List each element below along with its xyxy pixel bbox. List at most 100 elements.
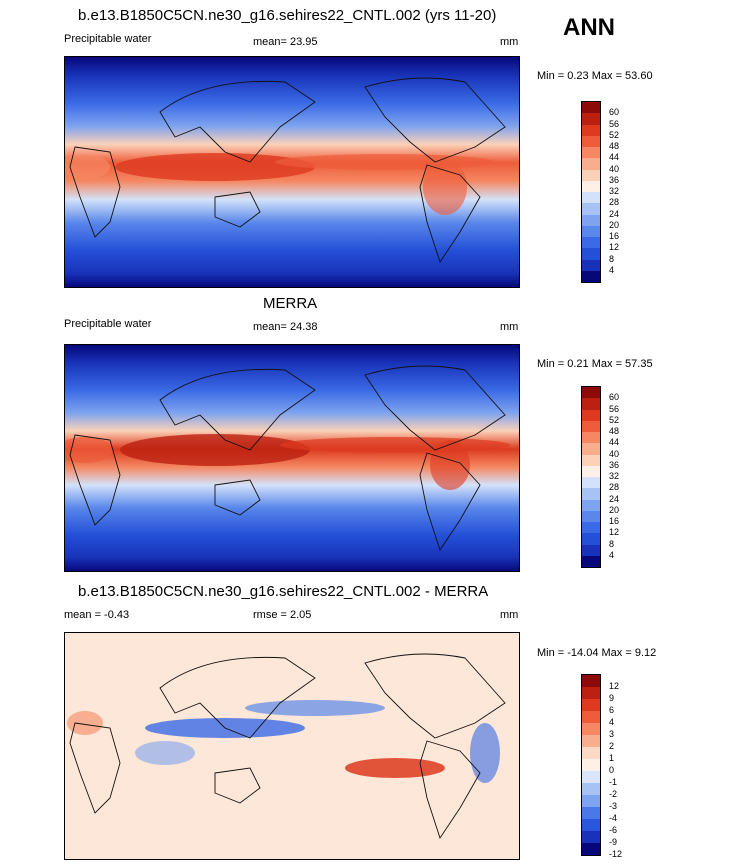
colorbar-cell: [582, 510, 600, 522]
colorbar-label: 36: [609, 459, 620, 470]
season-label: ANN: [563, 14, 615, 41]
colorbar-cell: [582, 477, 600, 489]
panel3-rmse-label: rmse = 2.05: [253, 609, 312, 621]
panel1-coast-australia: [214, 191, 261, 228]
colorbar-label: 8: [609, 538, 615, 549]
colorbar-label: 52: [609, 129, 620, 140]
colorbar-cell: [582, 443, 600, 455]
colorbar-label: -9: [609, 837, 618, 847]
panel3-mean-label: mean = -0.43: [64, 609, 130, 621]
colorbar-label: 44: [609, 437, 620, 448]
colorbar-cell: [582, 432, 600, 444]
colorbar-cell: [582, 237, 600, 249]
colorbar-label: 52: [609, 414, 620, 425]
colorbar-label: 60: [609, 107, 620, 118]
colorbar-cell: [582, 499, 600, 511]
panel3-field: [65, 633, 519, 859]
panel2-coast-asia: [159, 368, 316, 451]
panel3-units: mm: [500, 609, 519, 621]
colorbar-cell: [582, 102, 600, 114]
panel1-coast-asia: [159, 80, 316, 163]
colorbar-label: 40: [609, 163, 620, 174]
colorbar-label: 36: [609, 174, 620, 185]
colorbar-label: 0: [609, 765, 615, 775]
colorbar-cell: [582, 124, 600, 136]
colorbar-cell: [582, 831, 600, 843]
colorbar-cell: [582, 169, 600, 181]
panel1-mean-label: mean= 23.95: [253, 36, 318, 48]
panel2-coast-samerica: [419, 452, 481, 552]
colorbar-label: -1: [609, 777, 618, 787]
panel2-field-label: Precipitable water: [64, 318, 152, 330]
colorbar-label: 4: [609, 717, 615, 727]
panel2-minmax: Min = 0.21 Max = 57.35: [537, 358, 653, 370]
colorbar-label: 56: [609, 118, 620, 129]
panel3-colorbar: [581, 674, 601, 856]
panel1-coast-samerica: [419, 164, 481, 264]
colorbar-cell: [582, 259, 600, 271]
panel3-title: b.e13.B1850C5CN.ne30_g16.sehires22_CNTL.…: [78, 583, 489, 600]
panel1-coast-namerica: [364, 77, 506, 163]
colorbar-label: 32: [609, 471, 620, 481]
colorbar-label: 48: [609, 426, 620, 436]
colorbar-cell: [582, 248, 600, 260]
panel3-coast-samerica: [419, 740, 481, 840]
panel2-coast-australia: [214, 479, 261, 516]
panel2-coast-namerica: [364, 365, 506, 451]
panel3-map: [64, 632, 520, 860]
colorbar-cell: [582, 113, 600, 125]
colorbar-cell: [582, 398, 600, 410]
colorbar-cell: [582, 225, 600, 237]
panel1-title: b.e13.B1850C5CN.ne30_g16.sehires22_CNTL.…: [78, 7, 497, 24]
colorbar-cell: [582, 180, 600, 192]
colorbar-label: 32: [609, 186, 620, 196]
colorbar-cell: [582, 843, 600, 855]
colorbar-cell: [582, 699, 600, 711]
panel3-coast-asia: [159, 656, 316, 739]
colorbar-cell: [582, 795, 600, 807]
colorbar-cell: [582, 522, 600, 534]
colorbar-label: 2: [609, 741, 615, 751]
colorbar-label: 16: [609, 516, 620, 526]
colorbar-cell: [582, 270, 600, 282]
colorbar-cell: [582, 488, 600, 500]
panel1-field-label: Precipitable water: [64, 33, 152, 45]
colorbar-label: 9: [609, 693, 615, 703]
colorbar-label: -12: [609, 849, 623, 859]
panel1-units: mm: [500, 36, 519, 48]
colorbar-label: 20: [609, 219, 620, 230]
panel2-coast-africa: [69, 434, 121, 526]
colorbar-label: 60: [609, 392, 620, 403]
colorbar-cell: [582, 759, 600, 771]
panel1-minmax: Min = 0.23 Max = 53.60: [537, 70, 653, 82]
colorbar-cell: [582, 747, 600, 759]
panel1-map: [64, 56, 520, 288]
colorbar-label: -6: [609, 825, 618, 835]
colorbar-label: 3: [609, 729, 615, 739]
panel1-coast-africa: [69, 146, 121, 238]
panel2-colorbar: [581, 386, 601, 568]
colorbar-label: 44: [609, 152, 620, 163]
colorbar-label: -3: [609, 801, 618, 811]
colorbar-cell: [582, 807, 600, 819]
colorbar-cell: [582, 711, 600, 723]
colorbar-cell: [582, 147, 600, 159]
colorbar-label: 4: [609, 264, 615, 275]
colorbar-label: 4: [609, 549, 615, 560]
colorbar-cell: [582, 203, 600, 215]
colorbar-cell: [582, 783, 600, 795]
panel3-coast-australia: [214, 767, 261, 804]
colorbar-label: 6: [609, 705, 615, 715]
colorbar-cell: [582, 533, 600, 545]
panel2-mean-label: mean= 24.38: [253, 321, 318, 333]
colorbar-label: 8: [609, 253, 615, 264]
colorbar-label: 24: [609, 208, 620, 219]
colorbar-cell: [582, 687, 600, 699]
panel3-coast-africa: [69, 722, 121, 814]
colorbar-label: 28: [609, 482, 620, 493]
colorbar-label: 1: [609, 753, 615, 763]
colorbar-label: -2: [609, 789, 618, 799]
colorbar-label: 48: [609, 141, 620, 151]
colorbar-cell: [582, 465, 600, 477]
panel2-title: MERRA: [263, 295, 318, 312]
